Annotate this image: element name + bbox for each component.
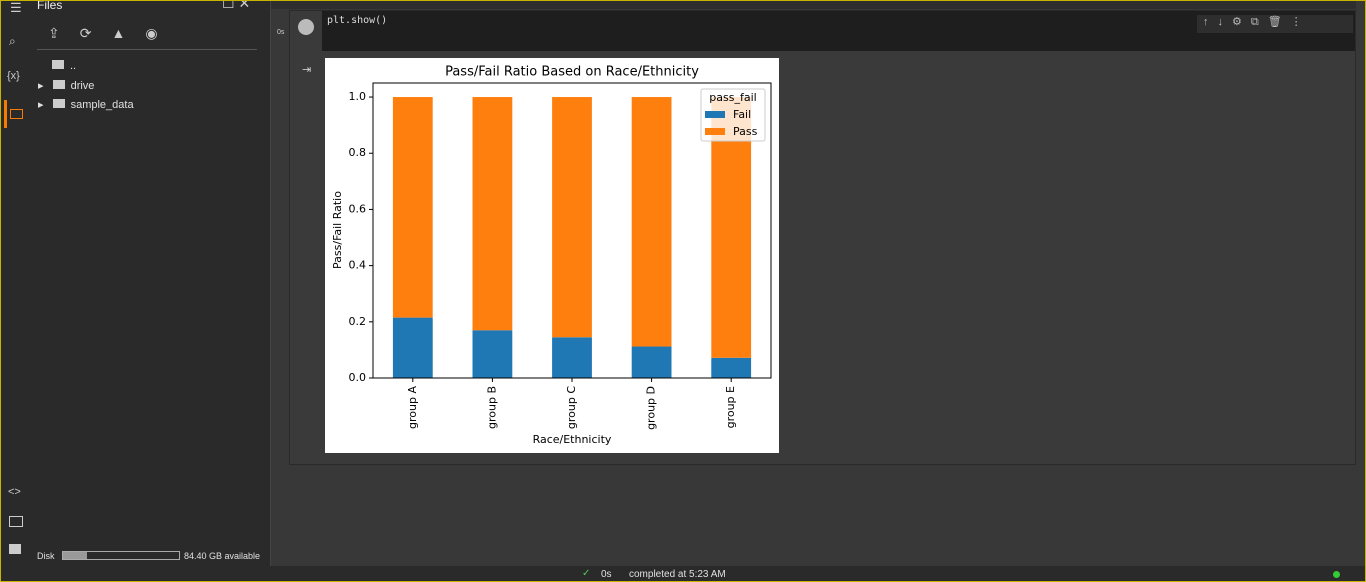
chart-title: Pass/Fail Ratio Based on Race/Ethnicity: [445, 65, 699, 80]
file-name[interactable]: ..: [70, 60, 77, 72]
chart: Pass/Fail Ratio Based on Race/Ethnicity …: [325, 58, 779, 453]
file-name[interactable]: sample_data: [70, 99, 134, 111]
plot-frame: [372, 82, 772, 379]
top-strip: [271, 0, 1356, 9]
code-icon[interactable]: <>: [8, 486, 21, 498]
terminal-icon[interactable]: [9, 544, 21, 554]
code-text: plt.show(): [327, 15, 388, 26]
code-area: [322, 11, 1355, 51]
file-name[interactable]: drive: [70, 80, 95, 92]
legend-title: pass_fail: [709, 91, 756, 104]
y-tick-label: 0.4: [349, 259, 367, 272]
y-tick-label: 0.6: [349, 202, 367, 215]
status-check: ✓: [582, 568, 591, 579]
file-row[interactable]: ▸ drive: [38, 80, 95, 92]
output-icon: ⇥: [302, 64, 312, 76]
legend-swatch: [705, 111, 725, 118]
legend-swatch: [705, 128, 725, 135]
bar: [472, 97, 513, 331]
file-row[interactable]: ..: [52, 60, 76, 72]
x-tick-label: group C: [565, 386, 578, 429]
bar: [711, 357, 752, 378]
y-tick-label: 1.0: [349, 90, 367, 103]
y-axis-label: Pass/Fail Ratio: [331, 191, 344, 269]
bar: [552, 97, 592, 338]
files-panel: Files ☐ ✕ ⇪⟳▲◉ .. ▸ drive ▸ sample_data …: [30, 0, 271, 566]
folder-icon[interactable]: [10, 109, 23, 119]
legend-label: Pass: [733, 125, 758, 138]
legend-label: Fail: [733, 108, 751, 121]
x-tick-label: group D: [645, 386, 658, 430]
snippets-icon[interactable]: [9, 516, 23, 527]
menu-icon[interactable]: ☰: [10, 0, 22, 15]
run-button[interactable]: [298, 19, 314, 35]
status-dot: [1333, 571, 1340, 578]
disk-label: Disk: [37, 551, 55, 561]
file-row[interactable]: ▸ sample_data: [38, 99, 134, 111]
x-tick-label: group B: [485, 386, 498, 429]
disk-available: 84.40 GB available: [184, 551, 261, 561]
file-toolbar: ⇪⟳▲◉: [48, 25, 178, 41]
search-icon[interactable]: ⌕: [9, 34, 16, 48]
status-time: 0s: [601, 569, 612, 580]
divider: [37, 49, 257, 50]
bar: [552, 337, 592, 378]
bar: [631, 346, 672, 378]
y-tick-label: 0.0: [349, 371, 367, 384]
bar: [472, 330, 513, 378]
cell-toolbar: ↑↓⚙⧉🗑⋮: [1197, 15, 1353, 33]
panel-close[interactable]: ☐ ✕: [222, 0, 251, 11]
bar: [392, 97, 433, 318]
x-tick-label: group A: [406, 386, 419, 429]
status-message: completed at 5:23 AM: [629, 569, 726, 580]
exec-time: 0s: [277, 29, 285, 36]
files-icon[interactable]: [4, 100, 7, 128]
disk-bar: [62, 551, 180, 560]
bar: [392, 317, 433, 378]
x-axis-label: Race/Ethnicity: [533, 433, 612, 446]
y-tick-label: 0.8: [349, 146, 367, 159]
bar: [631, 97, 672, 347]
variables-icon[interactable]: {x}: [7, 70, 20, 82]
panel-title: Files: [37, 0, 63, 12]
icon-rail: ☰ ⌕ {x} <>: [0, 0, 30, 566]
y-tick-label: 0.2: [349, 315, 367, 328]
status-bar: ✓ 0s completed at 5:23 AM: [0, 566, 1366, 582]
x-tick-label: group E: [724, 386, 737, 428]
